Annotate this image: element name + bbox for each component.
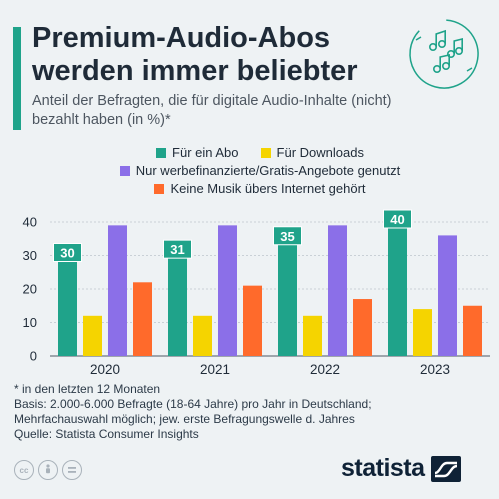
x-tick-label: 2020: [90, 362, 120, 377]
legend-item: Nur werbefinanzierte/Gratis-Angebote gen…: [119, 162, 401, 180]
y-tick-label: 30: [23, 248, 37, 263]
legend: Für ein Abo Für Downloads Nur werbefinan…: [40, 144, 480, 198]
statista-logo-icon: [430, 455, 461, 482]
bar: [463, 305, 482, 356]
legend-item: Für Downloads: [260, 144, 364, 162]
y-tick-label: 20: [23, 282, 37, 297]
footnote-line: Mehrfachauswahl möglich; jew. erste Befr…: [14, 412, 355, 426]
data-label: 31: [170, 242, 184, 257]
bar: [278, 238, 297, 356]
data-label-box: [163, 239, 192, 259]
data-label-box: [53, 243, 82, 262]
bar: [243, 285, 262, 356]
y-tick-label: 40: [23, 215, 37, 230]
bar-chart: 0 10 20 30 40 2020 30 2021 31 2022 35 2023 40: [23, 209, 490, 377]
bar: [328, 225, 347, 356]
bar: [303, 315, 322, 356]
bar: [168, 252, 187, 356]
bar: [133, 282, 152, 356]
bar: [413, 309, 432, 356]
legend-swatch: [154, 184, 165, 194]
cc-icon[interactable]: cc: [14, 460, 34, 480]
y-tick-label: 0: [30, 349, 37, 364]
bar: [193, 315, 212, 356]
x-tick-label: 2023: [420, 362, 450, 377]
legend-label: Keine Musik übers Internet gehört: [170, 181, 366, 196]
legend-item: Keine Musik übers Internet gehört: [154, 180, 366, 198]
music-notes-icon: [409, 19, 479, 89]
legend-label: Nur werbefinanzierte/Gratis-Angebote gen…: [135, 163, 401, 178]
footnote: * in den letzten 12 Monaten Basis: 2.000…: [14, 382, 484, 442]
legend-label: Für Downloads: [276, 145, 364, 160]
legend-item: Für ein Abo: [156, 144, 239, 162]
x-tick-label: 2022: [310, 362, 340, 377]
footnote-line: * in den letzten 12 Monaten: [14, 382, 161, 396]
accent-bar: [13, 27, 21, 130]
page-title: Premium-Audio-Abos werden immer beliebte…: [32, 22, 358, 87]
legend-label: Für ein Abo: [172, 145, 239, 160]
no-derivatives-icon[interactable]: [62, 460, 82, 480]
y-tick-label: 10: [23, 315, 37, 330]
bar: [388, 222, 407, 356]
legend-swatch: [156, 148, 167, 158]
bar: [218, 225, 237, 356]
brand-name: statista: [341, 454, 425, 482]
attribution-icon[interactable]: [38, 460, 58, 480]
legend-swatch: [119, 166, 130, 176]
footnote-line: Basis: 2.000-6.000 Befragte (18-64 Jahre…: [14, 397, 372, 411]
brand[interactable]: statista: [341, 454, 461, 483]
bar: [438, 235, 457, 356]
bar: [83, 315, 102, 356]
data-label: 30: [60, 246, 74, 261]
data-label-box: [383, 209, 412, 229]
license-icons: cc: [14, 460, 82, 480]
bar: [58, 255, 77, 356]
bar: [353, 299, 372, 356]
data-label-box: [273, 226, 302, 246]
page-subtitle: Anteil der Befragten, die für digitale A…: [32, 93, 392, 128]
data-label: 35: [280, 229, 294, 244]
source-line: Quelle: Statista Consumer Insights: [14, 427, 199, 441]
legend-swatch: [260, 148, 271, 158]
x-tick-label: 2021: [200, 362, 230, 377]
data-label: 40: [390, 212, 404, 227]
bar: [108, 225, 127, 356]
